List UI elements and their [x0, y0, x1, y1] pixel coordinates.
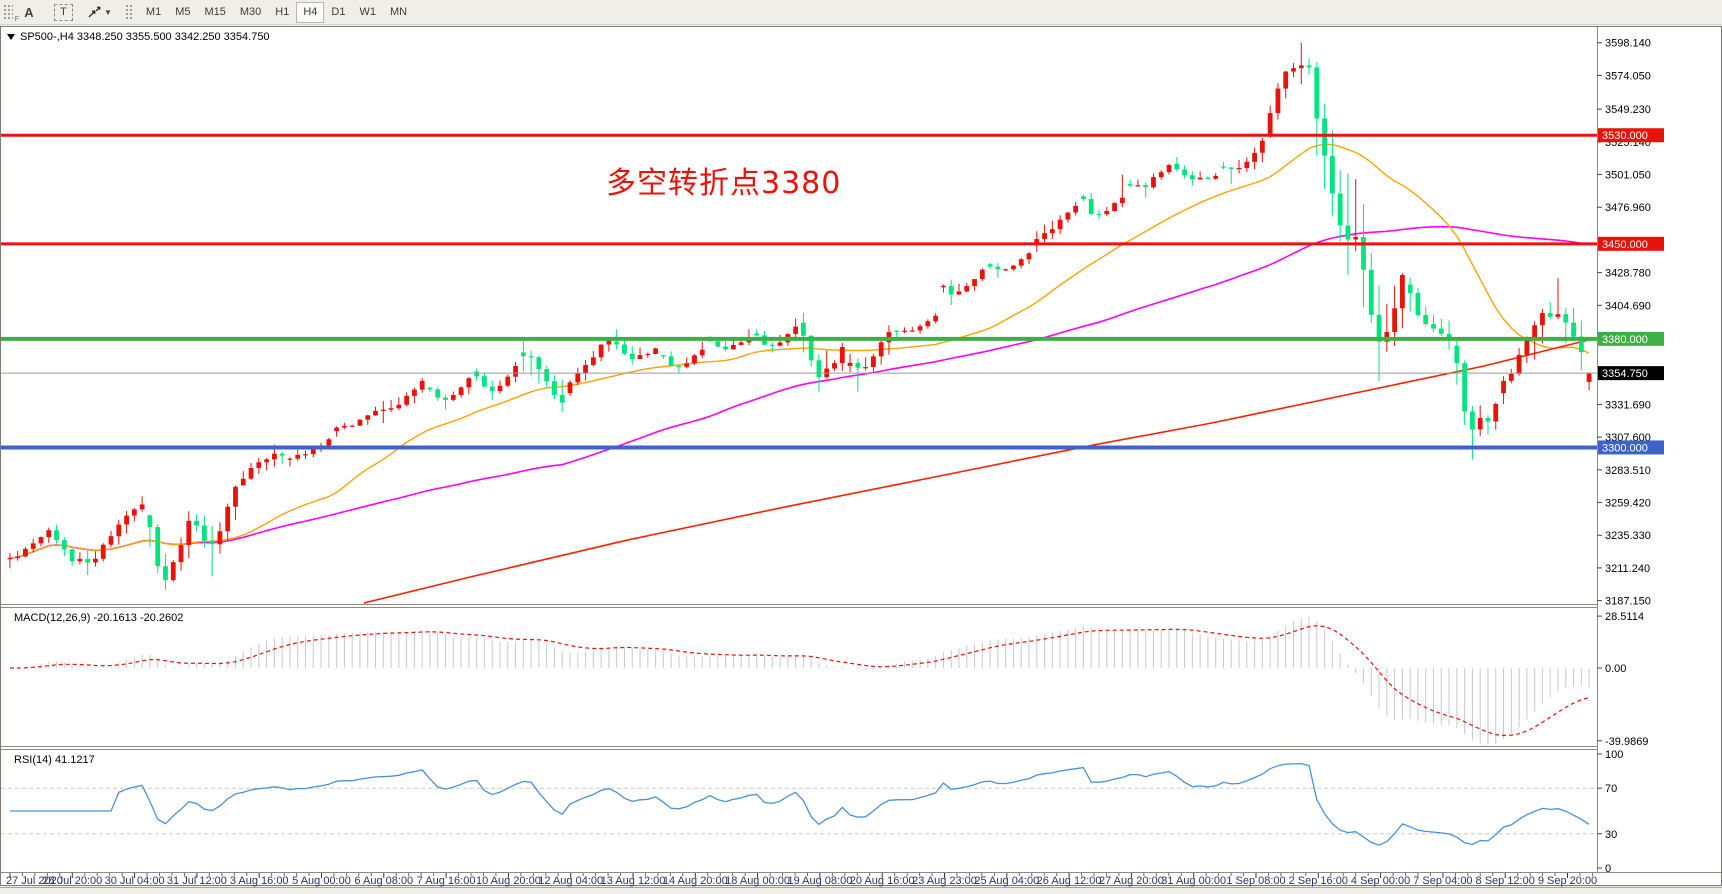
svg-text:3530.000: 3530.000: [1602, 130, 1648, 142]
chart-frame: [0, 26, 1722, 886]
svg-text:19 Aug 08:00: 19 Aug 08:00: [787, 875, 852, 887]
toolbar-separator-handle[interactable]: [124, 4, 133, 20]
macd-signal-line: [9, 624, 1590, 737]
macd-indicator-label: MACD(12,26,9) -20.1613 -20.2602: [14, 612, 184, 624]
svg-text:2 Sep 16:00: 2 Sep 16:00: [1289, 875, 1348, 887]
timeframe-button-h4[interactable]: H4: [296, 1, 325, 23]
svg-text:1 Sep 08:00: 1 Sep 08:00: [1226, 875, 1285, 887]
text-box-icon: T: [54, 3, 73, 21]
chart-title-bar: SP500-,H4 3348.250 3355.500 3342.250 335…: [7, 31, 270, 43]
rsi-indicator-label: RSI(14) 41.1217: [14, 754, 95, 766]
text-box-tool-button[interactable]: T: [47, 2, 80, 23]
svg-text:5 Aug 00:00: 5 Aug 00:00: [292, 875, 351, 887]
svg-text:8 Sep 12:00: 8 Sep 12:00: [1476, 875, 1535, 887]
svg-text:3259.420: 3259.420: [1605, 498, 1651, 510]
svg-text:3300.000: 3300.000: [1602, 442, 1648, 454]
timeframe-button-m1[interactable]: M1: [145, 6, 162, 18]
candles-layer: [7, 42, 1592, 590]
ma-fast-line: [9, 143, 1590, 559]
svg-text:3404.690: 3404.690: [1605, 300, 1651, 312]
svg-text:9 Sep 20:00: 9 Sep 20:00: [1538, 875, 1597, 887]
svg-text:7 Aug 16:00: 7 Aug 16:00: [417, 875, 476, 887]
ma-mid-line: [9, 225, 1590, 559]
svg-text:28.5114: 28.5114: [1605, 611, 1644, 623]
rsi-line: [9, 762, 1590, 846]
timeframe-button-m5[interactable]: M5: [175, 6, 191, 18]
svg-text:27 Jul 2020: 27 Jul 2020: [6, 875, 63, 887]
timeframe-button-d1[interactable]: D1: [331, 6, 346, 18]
level-lines-layer: [1, 133, 1597, 450]
timeframe-button-w1[interactable]: W1: [359, 6, 376, 18]
svg-text:100: 100: [1605, 749, 1623, 761]
svg-text:18 Aug 00:00: 18 Aug 00:00: [725, 875, 790, 887]
svg-text:3476.960: 3476.960: [1605, 202, 1651, 214]
svg-text:14 Aug 20:00: 14 Aug 20:00: [663, 875, 728, 887]
svg-text:-39.9869: -39.9869: [1605, 736, 1648, 748]
svg-text:12 Aug 04:00: 12 Aug 04:00: [538, 875, 603, 887]
arrows-icon: [88, 6, 101, 18]
svg-text:70: 70: [1605, 783, 1617, 795]
timeframe-button-m30[interactable]: M30: [239, 6, 262, 18]
svg-text:20 Aug 16:00: 20 Aug 16:00: [850, 875, 915, 887]
svg-text:3450.000: 3450.000: [1602, 239, 1648, 251]
symbol-dropdown-icon[interactable]: [7, 34, 15, 40]
svg-text:27 Aug 20:00: 27 Aug 20:00: [1099, 875, 1164, 887]
chart-title-text: SP500-,H4 3348.250 3355.500 3342.250 335…: [20, 31, 270, 43]
svg-text:3598.140: 3598.140: [1605, 38, 1651, 50]
svg-text:10 Aug 20:00: 10 Aug 20:00: [476, 875, 541, 887]
rsi-panel: 100 70 30 0: [1, 749, 1623, 875]
timeframe-button-h1[interactable]: H1: [275, 6, 290, 18]
svg-text:3 Aug 16:00: 3 Aug 16:00: [230, 875, 289, 887]
svg-text:31 Aug 00:00: 31 Aug 00:00: [1161, 875, 1226, 887]
text-label-tool-button[interactable]: A: [24, 4, 34, 20]
svg-text:3428.780: 3428.780: [1605, 268, 1651, 280]
toolbar-drag-handle[interactable]: F: [3, 4, 19, 23]
svg-text:3187.150: 3187.150: [1605, 596, 1651, 608]
arrows-tool-button[interactable]: ▼: [80, 2, 119, 23]
svg-text:3501.050: 3501.050: [1605, 170, 1651, 182]
ma-slow-line: [363, 338, 1594, 604]
price-axis: 3598.1403574.0503549.2303525.1403501.050…: [1597, 38, 1664, 608]
svg-text:3354.750: 3354.750: [1602, 368, 1648, 380]
svg-text:30: 30: [1605, 829, 1617, 841]
timeframe-button-group: M1 M5 M15 M30 H1 H4 D1 W1 MN: [139, 1, 414, 23]
bottom-strip: [0, 887, 1722, 894]
svg-text:3283.510: 3283.510: [1605, 465, 1651, 477]
svg-text:3235.330: 3235.330: [1605, 530, 1651, 542]
svg-text:4 Sep 00:00: 4 Sep 00:00: [1351, 875, 1410, 887]
svg-text:30 Jul 04:00: 30 Jul 04:00: [105, 875, 165, 887]
timeframe-button-mn[interactable]: MN: [389, 6, 408, 18]
svg-text:23 Aug 23:00: 23 Aug 23:00: [912, 875, 977, 887]
chart-borders: [0, 26, 1722, 886]
chevron-down-icon: ▼: [104, 7, 112, 17]
svg-text:28 Jul 20:00: 28 Jul 20:00: [42, 875, 102, 887]
timeframe-button-m15[interactable]: M15: [204, 6, 226, 18]
svg-text:3211.240: 3211.240: [1605, 563, 1650, 575]
svg-text:25 Aug 04:00: 25 Aug 04:00: [974, 875, 1039, 887]
svg-text:7 Sep 04:00: 7 Sep 04:00: [1413, 875, 1472, 887]
svg-text:31 Jul 12:00: 31 Jul 12:00: [167, 875, 227, 887]
svg-text:3549.230: 3549.230: [1605, 104, 1651, 116]
toolbar: F A T ▼ M1 M5 M15 M30 H1 H4 D1 W1 MN: [0, 0, 1722, 25]
svg-text:0: 0: [1605, 863, 1611, 875]
annotation-text[interactable]: 多空转折点3380: [606, 166, 842, 201]
svg-text:13 Aug 12:00: 13 Aug 12:00: [601, 875, 666, 887]
macd-panel: 28.5114 0.00 -39.9869: [9, 611, 1648, 748]
svg-text:26 Aug 12:00: 26 Aug 12:00: [1037, 875, 1102, 887]
svg-text:6 Aug 08:00: 6 Aug 08:00: [354, 875, 413, 887]
svg-text:3574.050: 3574.050: [1605, 70, 1651, 82]
svg-text:3380.000: 3380.000: [1602, 334, 1648, 346]
svg-text:3331.690: 3331.690: [1605, 399, 1651, 411]
svg-text:0.00: 0.00: [1605, 663, 1626, 675]
